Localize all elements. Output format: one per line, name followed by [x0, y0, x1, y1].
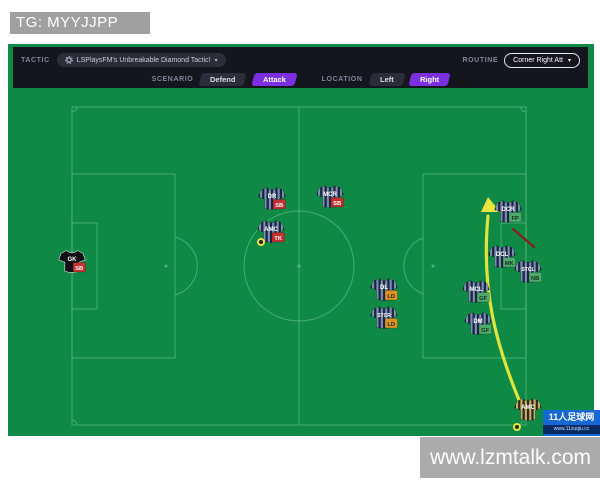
svg-text:NB: NB [531, 276, 539, 282]
left-button-label: Left [379, 75, 394, 84]
player-token-gk-0[interactable]: GK SB [55, 245, 89, 279]
location-right-button[interactable]: Right [408, 73, 452, 86]
routine-dropdown-label: Corner Right Att [513, 56, 563, 64]
toolbar-row-bottom: SCENARIO Defend Attack LOCATION Left Rig… [13, 70, 588, 89]
tactic-toolbar: TACTIC LSPlaysFM's Unbreakable Diamond T… [13, 47, 588, 88]
svg-text:STCL: STCL [521, 267, 534, 273]
svg-text:MCL: MCL [470, 287, 483, 293]
scenario-defend-button[interactable]: Defend [198, 73, 248, 86]
player-token-amc-3[interactable]: AMC TK [254, 215, 288, 249]
svg-text:DL: DL [380, 285, 388, 291]
gear-icon [64, 56, 73, 64]
routine-label: ROUTINE [462, 56, 499, 64]
toolbar-row-top: TACTIC LSPlaysFM's Unbreakable Diamond T… [13, 47, 588, 70]
svg-text:STCR: STCR [377, 313, 391, 319]
right-button-label: Right [420, 75, 440, 84]
svg-text:TK: TK [274, 236, 283, 242]
player-token-dcl-7[interactable]: DCL MK [485, 240, 519, 274]
player-token-dl-4[interactable]: DL LD [367, 273, 401, 307]
player-token-dr-1[interactable]: DR SB [255, 182, 289, 216]
chevron-down-icon: ▾ [567, 57, 571, 64]
svg-text:GF: GF [481, 328, 490, 334]
svg-text:LD: LD [387, 322, 395, 328]
tactic-dropdown-label: LSPlaysFM's Unbreakable Diamond Tactic! [76, 56, 211, 64]
player-token-stcr-5[interactable]: STCR LD [367, 301, 401, 335]
location-label: LOCATION [321, 76, 363, 83]
svg-text:DR: DR [268, 194, 277, 200]
routine-dropdown[interactable]: Corner Right Att ▾ [504, 52, 580, 68]
svg-text:SB: SB [275, 203, 283, 209]
player-token-amc-11[interactable]: AMC [511, 393, 545, 427]
player-token-dcr-6[interactable]: DCR FP [491, 195, 525, 229]
player-token-stcl-8[interactable]: STCL NB [511, 255, 545, 289]
url-banner: www.lzmtalk.com [420, 437, 600, 478]
svg-text:AMC: AMC [264, 227, 278, 233]
svg-text:FP: FP [511, 216, 519, 222]
ball-marker [513, 423, 521, 431]
svg-text:SB: SB [333, 201, 341, 207]
tg-label: TG: MYYJJPP [10, 12, 150, 34]
svg-text:MK: MK [505, 261, 515, 267]
player-token-mcl-9[interactable]: MCL GF [459, 275, 493, 309]
site-watermark: 11人足球网 www.11zuqiu.cc [543, 410, 600, 436]
watermark-subtitle: www.11zuqiu.cc [543, 425, 600, 434]
tactic-label: TACTIC [21, 56, 50, 64]
svg-text:DCL: DCL [496, 252, 509, 258]
player-token-dm-10[interactable]: DM GF [461, 307, 495, 341]
watermark-title: 11人足球网 [548, 412, 595, 422]
svg-text:DCR: DCR [502, 207, 516, 213]
scenario-attack-button[interactable]: Attack [251, 73, 298, 86]
svg-text:SB: SB [75, 266, 83, 272]
svg-text:LD: LD [387, 294, 395, 300]
defend-button-label: Defend [210, 75, 236, 84]
svg-text:GF: GF [479, 296, 488, 302]
svg-text:MCR: MCR [323, 192, 337, 198]
ball-marker [257, 238, 265, 246]
svg-text:DM: DM [473, 319, 482, 325]
tactic-dropdown[interactable]: LSPlaysFM's Unbreakable Diamond Tactic! … [56, 53, 226, 67]
location-left-button[interactable]: Left [367, 73, 405, 86]
chevron-down-icon: ▾ [214, 57, 218, 64]
svg-text:AMC: AMC [521, 405, 535, 411]
scenario-label: SCENARIO [151, 76, 194, 83]
player-token-mcr-2[interactable]: MCR SB [313, 180, 347, 214]
attack-button-label: Attack [262, 75, 286, 84]
svg-text:GK: GK [68, 257, 78, 263]
